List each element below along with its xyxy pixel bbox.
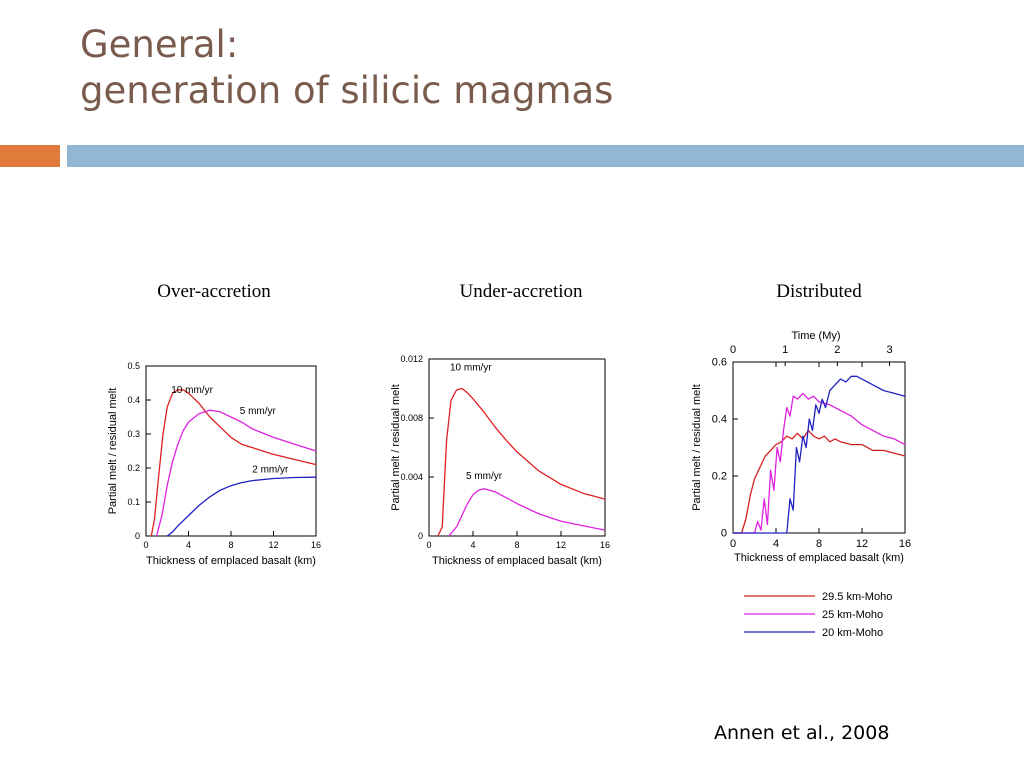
- citation: Annen et al., 2008: [714, 722, 890, 744]
- chart3-ylabel: Partial melt / residual melt: [691, 384, 703, 511]
- chart2-xtick-label: 4: [470, 540, 475, 550]
- chart1-ytick-label: 0.3: [127, 429, 140, 439]
- chart3-legend-label-1: 29.5 km-Moho: [822, 591, 892, 603]
- panel-title-under-accretion: Under-accretion: [459, 281, 583, 302]
- chart3-series-2-line: [733, 392, 906, 534]
- chart2-xtick-label: 8: [514, 540, 519, 550]
- chart3-time-tick-label: 2: [834, 344, 840, 356]
- chart1-xtick-label: 8: [228, 540, 233, 550]
- accent-bar-orange: [0, 145, 60, 167]
- slide-title: General: generation of silicic magmas: [80, 22, 613, 114]
- chart3-time-label: Time (My): [791, 330, 840, 342]
- chart1-ylabel: Partial melt / residual melt: [107, 388, 119, 515]
- chart2-annotation-1: 10 mm/yr: [450, 363, 492, 374]
- chart2-xtick-label: 0: [426, 540, 431, 550]
- chart2-ytick-label: 0.008: [400, 413, 423, 423]
- chart1-xlabel: Thickness of emplaced basalt (km): [146, 555, 316, 567]
- chart1-ytick-label: 0.5: [127, 361, 140, 371]
- chart2-ylabel: Partial melt / residual melt: [390, 384, 402, 511]
- chart2-ytick-label: 0: [418, 531, 423, 541]
- title-line-2: generation of silicic magmas: [80, 69, 614, 112]
- chart3-time-tick-label: 0: [730, 344, 736, 356]
- chart2-xlabel: Thickness of emplaced basalt (km): [432, 555, 602, 567]
- chart1-xtick-label: 16: [311, 540, 321, 550]
- chart2-xtick-label: 16: [600, 540, 610, 550]
- chart3-xtick-label: 16: [899, 538, 911, 550]
- chart2-ytick-label: 0.004: [400, 472, 423, 482]
- chart3-ytick-label: 0: [721, 528, 727, 540]
- chart1-ytick-label: 0.1: [127, 497, 140, 507]
- chart3-xtick-label: 12: [856, 538, 868, 550]
- chart2-ytick-label: 0.012: [400, 354, 423, 364]
- chart1-annotation-1: 10 mm/yr: [171, 385, 213, 396]
- chart2-series-2-line: [448, 488, 606, 537]
- chart3-series-1-line: [733, 429, 906, 534]
- chart1-ytick-label: 0.2: [127, 463, 140, 473]
- chart1-series-1-line: [150, 389, 317, 537]
- chart3-ytick-label: 0.4: [712, 414, 727, 426]
- chart1-ytick-label: 0: [135, 531, 140, 541]
- accent-bar-blue: [67, 145, 1024, 167]
- chart2-xtick-label: 12: [556, 540, 566, 550]
- title-line-1: General:: [80, 23, 239, 66]
- chart1-series-2-line: [155, 409, 317, 537]
- chart1-ytick-label: 0.4: [127, 395, 140, 405]
- chart1-annotation-3: 2 mm/yr: [252, 465, 289, 476]
- panel-title-distributed: Distributed: [776, 281, 862, 302]
- panel-title-over-accretion: Over-accretion: [157, 281, 271, 302]
- chart3-ytick-label: 0.2: [712, 471, 727, 483]
- chart1-series-3-line: [166, 476, 317, 537]
- chart2-annotation-2: 5 mm/yr: [466, 471, 503, 482]
- chart1-xtick-label: 0: [143, 540, 148, 550]
- chart3-time-tick-label: 3: [886, 344, 892, 356]
- chart3-series-3-line: [733, 375, 906, 534]
- chart3-legend-label-2: 25 km-Moho: [822, 609, 883, 621]
- chart3-xtick-label: 4: [773, 538, 779, 550]
- chart2-frame: [428, 358, 606, 537]
- chart1-annotation-2: 5 mm/yr: [240, 406, 277, 417]
- chart3-legend-label-3: 20 km-Moho: [822, 627, 883, 639]
- chart3-ytick-label: 0.6: [712, 357, 727, 369]
- chart3-time-tick-label: 1: [782, 344, 788, 356]
- chart3-xlabel: Thickness of emplaced basalt (km): [734, 552, 904, 564]
- chart1-xtick-label: 4: [186, 540, 191, 550]
- chart1-xtick-label: 12: [268, 540, 278, 550]
- chart3-xtick-label: 0: [730, 538, 736, 550]
- chart2-series-1-line: [437, 387, 606, 537]
- chart3-xtick-label: 8: [816, 538, 822, 550]
